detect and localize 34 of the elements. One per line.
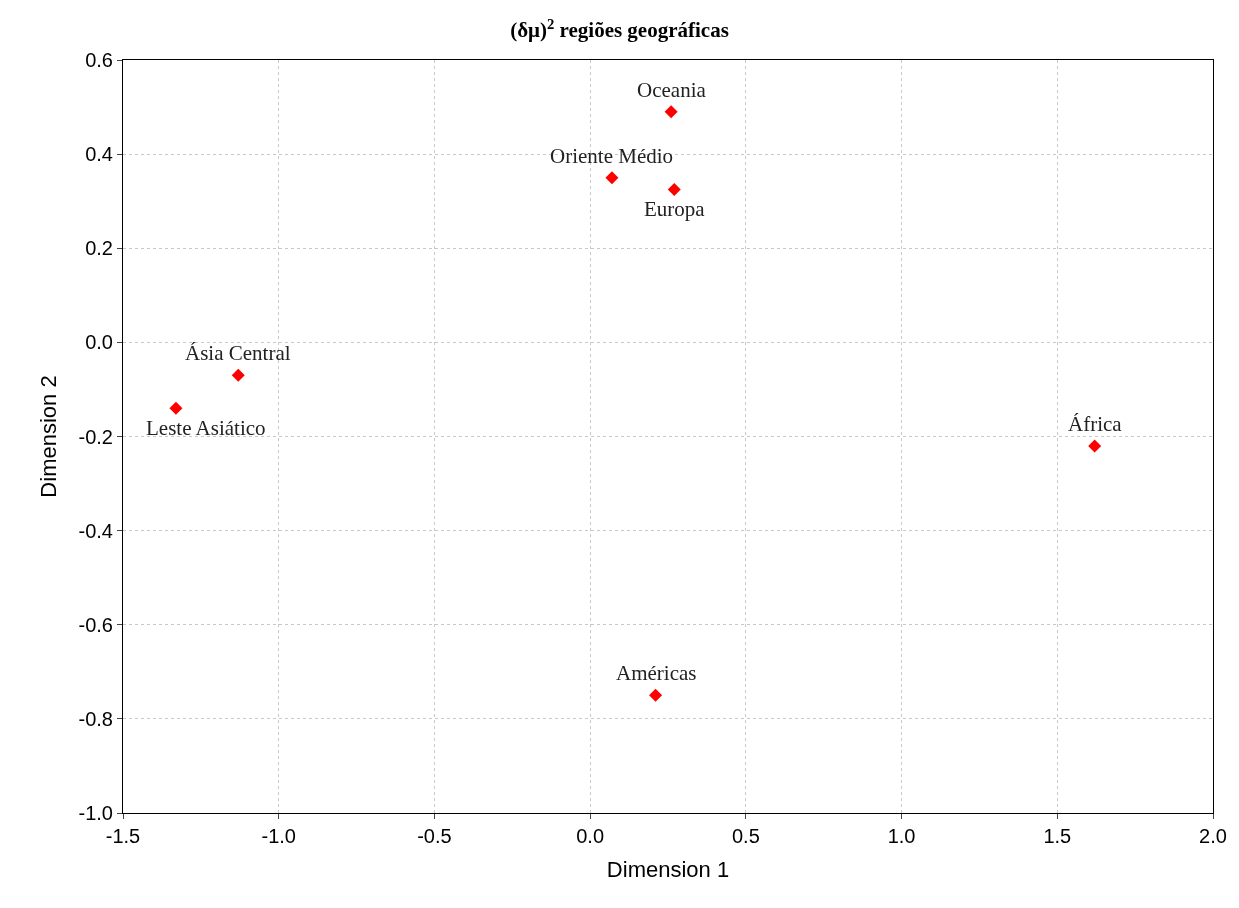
x-tick-label: 1.0 <box>887 825 916 847</box>
x-tick-label: 0.0 <box>576 825 605 847</box>
annotation: Leste Asiático <box>146 416 266 440</box>
y-tick-label: 0.0 <box>85 331 113 354</box>
point <box>169 401 183 415</box>
annotation: Oriente Médio <box>550 144 674 168</box>
x-tick-label: 2.0 <box>1199 825 1227 847</box>
point <box>667 182 681 196</box>
annotation: África <box>1068 412 1123 436</box>
annotation: Ásia Central <box>185 341 291 365</box>
annotation: Américas <box>616 661 697 685</box>
x-axis-title: Dimension 1 <box>606 856 730 882</box>
point <box>664 105 678 119</box>
y-tick-label: -1.0 <box>78 802 113 824</box>
x-tick-label: -0.5 <box>417 825 452 847</box>
annotation: Europa <box>644 197 706 221</box>
y-tick-label: 0.2 <box>85 237 113 260</box>
annotation: Oceania <box>637 78 707 102</box>
x-tick-label: -1.5 <box>105 825 141 847</box>
point <box>231 368 245 382</box>
y-tick-label: -0.6 <box>78 613 113 636</box>
point <box>649 688 663 702</box>
x-tick-label: 1.5 <box>1043 825 1072 847</box>
point <box>605 171 619 185</box>
x-tick-label: -1.0 <box>261 825 296 847</box>
y-tick-label: -0.2 <box>78 425 113 448</box>
y-tick-label: 0.4 <box>85 143 113 166</box>
x-tick-label: 0.5 <box>731 825 760 847</box>
chart-title: (δμ)$^{2}$ regiões geográficas <box>510 15 729 43</box>
y-tick-label: 0.6 <box>85 49 113 71</box>
y-tick-label: -0.4 <box>78 519 113 542</box>
y-axis-title: Dimension 2 <box>36 375 62 498</box>
y-tick-label: -0.8 <box>78 707 113 730</box>
point <box>1088 439 1102 453</box>
